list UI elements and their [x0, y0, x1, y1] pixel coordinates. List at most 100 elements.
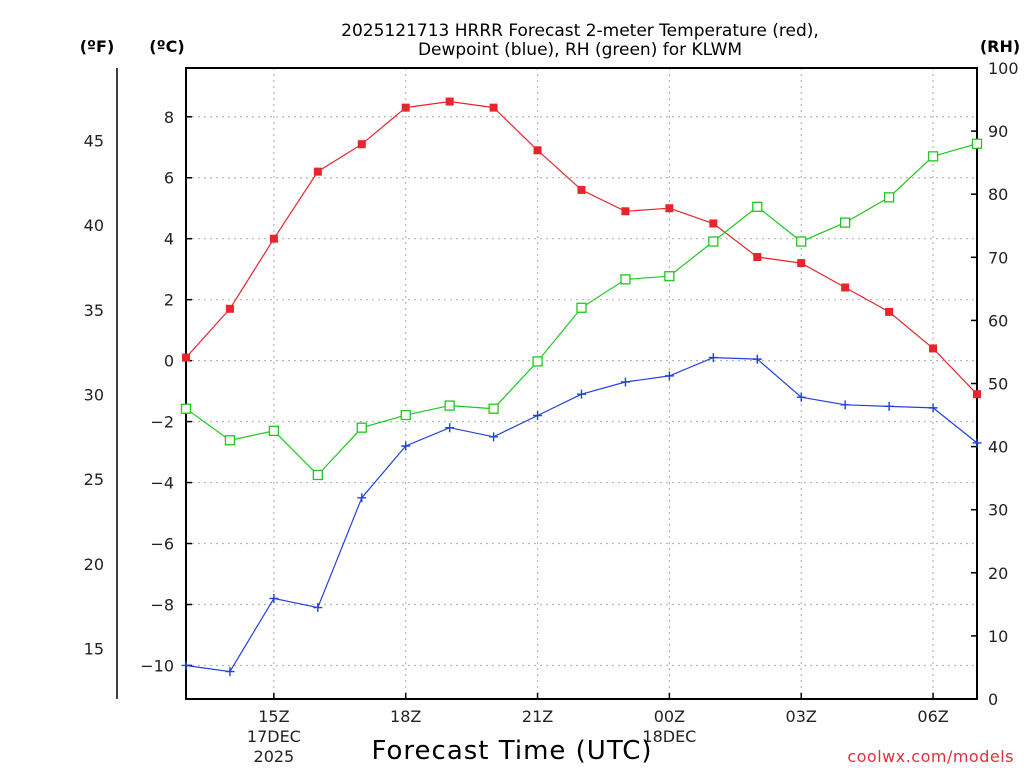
time-tick-label: 21Z	[522, 707, 553, 726]
time-tick-label: 00Z	[654, 707, 685, 726]
dewpoint-point	[664, 371, 674, 381]
rh-tick-label: 60	[988, 311, 1008, 330]
date-label: 18DEC	[642, 727, 696, 746]
temperature-point	[973, 390, 981, 399]
dewpoint-point	[752, 354, 762, 364]
rh-series	[180, 138, 983, 481]
temperature-point	[401, 103, 410, 112]
rh-point	[840, 217, 851, 228]
rh-point	[400, 409, 411, 421]
time-tick-label: 15Z	[258, 707, 289, 726]
rh-point	[312, 469, 323, 481]
rh-point	[576, 302, 587, 313]
fahrenheit-unit-label: (ºF)	[80, 37, 115, 56]
dewpoint-point	[533, 411, 543, 421]
temperature-line	[185, 100, 978, 395]
fahrenheit-tick-label: 30	[84, 386, 104, 405]
rh-point	[883, 192, 895, 203]
dewpoint-point	[225, 667, 235, 677]
series-layer	[180, 97, 983, 677]
rh-tick-label: 10	[988, 627, 1008, 646]
temperature-point	[621, 207, 630, 216]
fahrenheit-tick-label: 35	[84, 301, 104, 320]
rh-point	[356, 422, 367, 433]
temperature-point	[885, 307, 894, 316]
celsius-tick-label: 0	[164, 352, 174, 371]
rh-unit-label: (RH)	[980, 37, 1020, 56]
fahrenheit-axis: 15 20 25 30 35 40 45	[84, 131, 104, 658]
dewpoint-point	[269, 593, 279, 603]
dewpoint-point	[620, 377, 630, 387]
celsius-unit-label: (ºC)	[149, 37, 184, 56]
celsius-tick-label: −6	[150, 535, 174, 554]
rh-point	[488, 403, 499, 414]
fahrenheit-tick-label: 40	[84, 216, 104, 235]
temperature-point	[182, 353, 190, 362]
dewpoint-point	[708, 353, 718, 363]
temperature-point	[929, 344, 938, 353]
temperature-point	[577, 185, 586, 194]
celsius-tick-label: 4	[164, 230, 174, 249]
rh-point	[268, 425, 280, 436]
chart-title-line-1: 2025121713 HRRR Forecast 2-meter Tempera…	[341, 21, 819, 41]
temperature-point	[489, 103, 498, 112]
rh-point	[708, 236, 719, 247]
dewpoint-point	[577, 389, 586, 399]
temperature-point	[753, 252, 762, 261]
credit-label: coolwx.com/models	[847, 747, 1014, 766]
year-label: 2025	[254, 747, 295, 766]
rh-tick-label: 70	[988, 248, 1008, 267]
rh-tick-label: 40	[988, 438, 1008, 457]
rh-tick-label: 50	[988, 375, 1008, 394]
rh-point	[752, 201, 763, 212]
temperature-series	[182, 97, 981, 399]
rh-point	[664, 271, 675, 282]
fahrenheit-tick-label: 25	[84, 470, 104, 489]
dewpoint-point	[840, 400, 850, 410]
celsius-tick-label: 2	[164, 291, 174, 310]
celsius-tick-label: 8	[164, 108, 174, 127]
dewpoint-point	[796, 392, 806, 402]
rh-point	[620, 274, 631, 285]
rh-point	[796, 236, 807, 247]
temperature-point	[709, 219, 718, 228]
fahrenheit-tick-label: 45	[84, 131, 104, 150]
temperature-point	[665, 204, 674, 213]
fahrenheit-tick-label: 15	[84, 640, 104, 659]
rh-point	[224, 435, 236, 446]
rh-point	[971, 138, 983, 149]
time-tick-label: 06Z	[917, 707, 948, 726]
temperature-point	[797, 259, 806, 268]
temperature-point	[225, 304, 234, 313]
celsius-tick-label: −2	[150, 413, 174, 432]
time-tick-label: 18Z	[390, 707, 421, 726]
rh-axis: 0 10 20 30 40 50 60 70 80 90 100	[971, 59, 1019, 709]
dewpoint-point	[401, 441, 411, 451]
rh-point	[927, 151, 939, 162]
celsius-tick-label: −8	[150, 596, 174, 615]
dewpoint-point	[928, 403, 938, 413]
celsius-tick-label: −10	[140, 656, 174, 675]
rh-point	[444, 400, 455, 411]
rh-tick-label: 90	[988, 122, 1008, 141]
dewpoint-point	[181, 660, 191, 670]
celsius-tick-label: −4	[150, 474, 174, 493]
rh-tick-label: 20	[988, 564, 1008, 583]
rh-tick-label: 80	[988, 185, 1008, 204]
temperature-point	[533, 146, 542, 155]
dewpoint-series	[181, 353, 982, 677]
rh-tick-label: 100	[988, 59, 1019, 78]
dewpoint-point	[884, 401, 894, 411]
dewpoint-line	[185, 356, 978, 673]
dewpoint-point	[313, 603, 323, 613]
chart-title-line-2: Dewpoint (blue), RH (green) for KLWM	[418, 40, 742, 60]
date-label: 17DEC	[247, 727, 301, 746]
rh-tick-label: 30	[988, 501, 1008, 520]
fahrenheit-tick-label: 20	[84, 555, 104, 574]
temperature-point	[357, 140, 366, 149]
temperature-point	[841, 283, 850, 292]
rh-point	[532, 356, 543, 367]
x-axis-title: Forecast Time (UTC)	[371, 736, 652, 766]
